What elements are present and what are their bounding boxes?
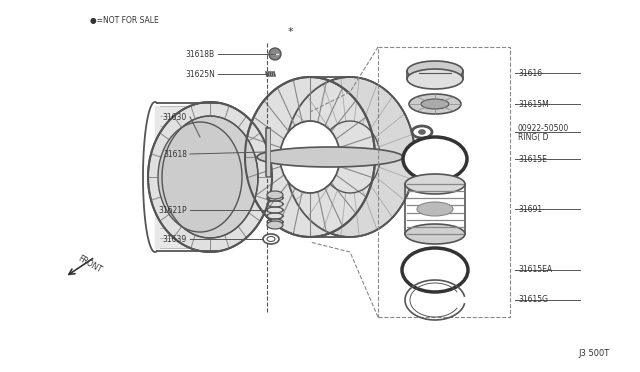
Text: 31691: 31691 — [518, 205, 542, 214]
Ellipse shape — [263, 234, 279, 244]
Text: J3 500T: J3 500T — [579, 350, 610, 359]
Ellipse shape — [417, 202, 453, 216]
Text: ●=NOT FOR SALE: ●=NOT FOR SALE — [90, 16, 159, 25]
Text: 31615E: 31615E — [518, 154, 547, 164]
Ellipse shape — [269, 48, 281, 60]
Text: FRONT: FRONT — [77, 254, 104, 275]
Ellipse shape — [148, 102, 272, 252]
Ellipse shape — [403, 137, 467, 181]
Ellipse shape — [245, 77, 375, 237]
Ellipse shape — [162, 116, 258, 238]
Ellipse shape — [267, 221, 283, 229]
Text: 31615EA: 31615EA — [518, 266, 552, 275]
Ellipse shape — [402, 248, 468, 292]
Ellipse shape — [405, 224, 465, 244]
Ellipse shape — [407, 61, 463, 81]
Text: 31618: 31618 — [163, 150, 187, 158]
Text: 31615M: 31615M — [518, 99, 548, 109]
Ellipse shape — [407, 69, 463, 89]
Ellipse shape — [421, 99, 449, 109]
Ellipse shape — [405, 174, 465, 194]
Ellipse shape — [280, 121, 340, 193]
Text: 31616: 31616 — [518, 68, 542, 77]
Ellipse shape — [257, 147, 403, 167]
Text: 31639: 31639 — [163, 234, 187, 244]
Ellipse shape — [412, 126, 432, 138]
Text: RING( D: RING( D — [518, 132, 548, 141]
Text: 31618B: 31618B — [186, 49, 215, 58]
Polygon shape — [155, 106, 210, 248]
Text: 31630: 31630 — [163, 112, 187, 122]
Ellipse shape — [285, 77, 415, 237]
Ellipse shape — [267, 191, 283, 199]
Text: *: * — [287, 27, 293, 37]
Text: 00922-50500: 00922-50500 — [518, 124, 569, 132]
Ellipse shape — [409, 94, 461, 114]
Ellipse shape — [267, 237, 275, 241]
Text: 31615G: 31615G — [518, 295, 548, 305]
Ellipse shape — [419, 130, 425, 134]
Ellipse shape — [158, 122, 242, 232]
Text: 31625N: 31625N — [185, 70, 215, 78]
Text: 31621P: 31621P — [158, 205, 187, 215]
